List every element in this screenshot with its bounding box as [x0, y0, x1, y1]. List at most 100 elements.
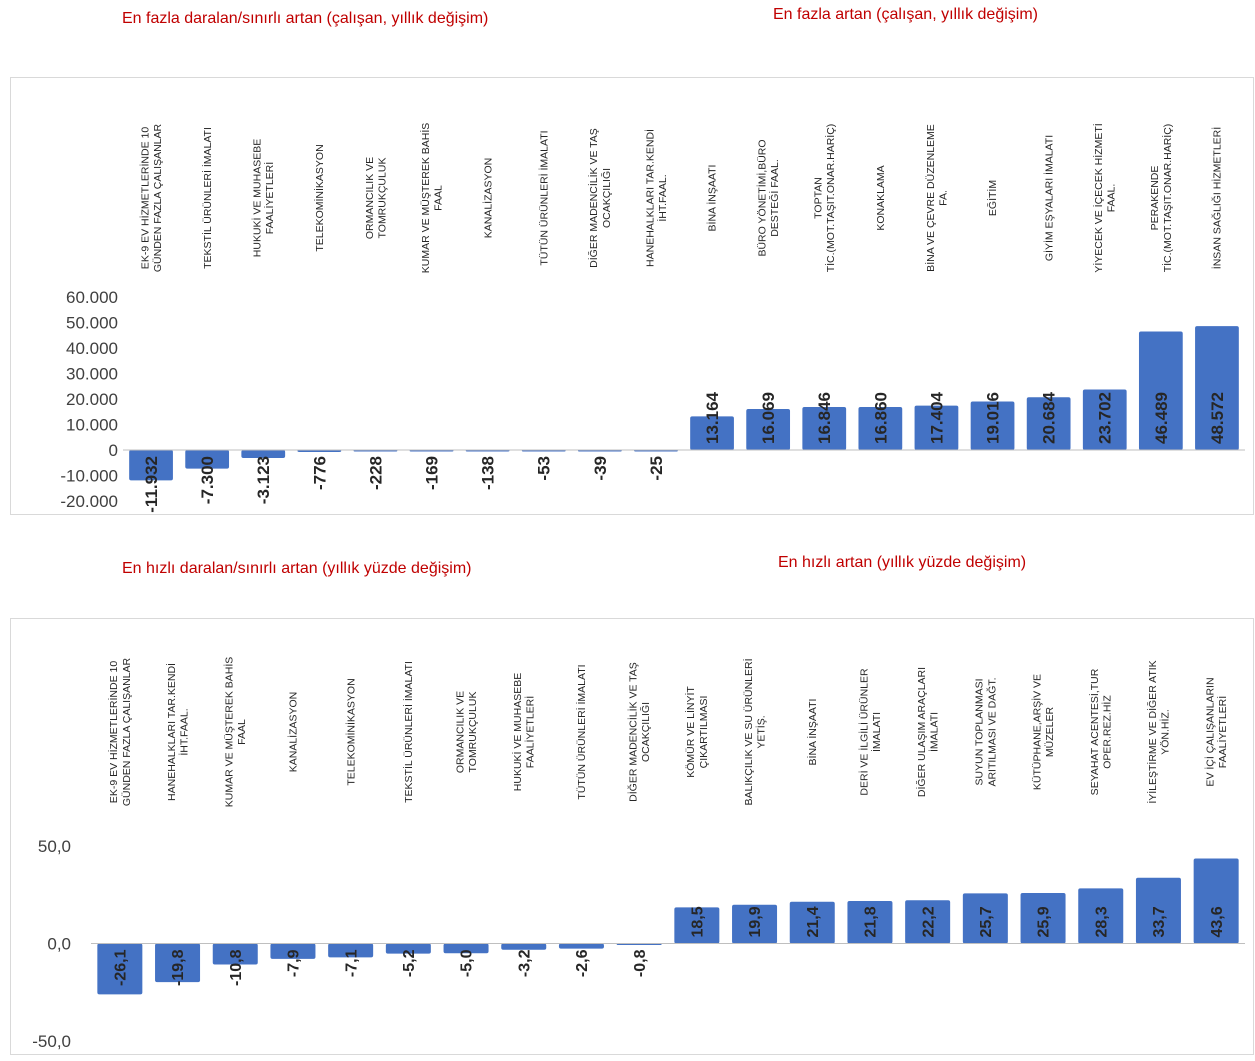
value-label: 46.489 [1152, 392, 1171, 444]
category-label-line: FAAL. [1106, 184, 1118, 213]
category-label-line: TELEKOMİNİKASYON [313, 144, 326, 251]
caption-bottom-right: En hızlı artan (yıllık yüzde değişim) [778, 554, 1027, 571]
bar [858, 407, 903, 450]
value-label: 22,2 [920, 906, 937, 937]
bar [1195, 326, 1239, 450]
category-label-line: EV İÇİ ÇALIŞANLARIN [1204, 677, 1217, 786]
value-label: -7,9 [286, 949, 303, 977]
bar [962, 893, 1008, 944]
category-label-line: FAALİYETLERİ [263, 162, 276, 234]
category-label-line: TOMRUKÇULUK [376, 158, 388, 239]
y-tick-label: 50.000 [66, 313, 118, 332]
category-label-line: KANALİZASYON [287, 692, 300, 773]
category-label-line: KUMAR VE MÜŞTEREK BAHİS [419, 123, 432, 274]
category-label-line: GİYİM EŞYALARI İMALATI [1042, 135, 1055, 261]
category-label-line: MÜZELER [1044, 707, 1056, 758]
category-label-line: İYİLEŞTİRME VE DİĞER ATIK [1146, 660, 1159, 803]
category-label-line: OPER.REZ.HİZ [1101, 695, 1114, 769]
bar [155, 943, 201, 983]
category-label-line: FAALİYETLERİ [1216, 696, 1229, 768]
bar [185, 450, 230, 469]
category-label-line: FAAL [236, 719, 248, 745]
caption-top-right: En fazla artan (çalışan, yıllık değişim) [773, 6, 1038, 23]
category-label-line: HUKUKİ VE MUHASEBE [511, 673, 524, 791]
chart-panel-employment: -20.000 -10.000 0 10.000 20.000 30.000 40.000 5… [10, 77, 1254, 515]
value-label: -776 [310, 456, 329, 490]
category-label-line: OCAKÇILIĞI [639, 702, 652, 762]
value-label: 28,3 [1093, 906, 1110, 937]
value-label: 21,8 [863, 906, 880, 937]
bar [1138, 331, 1183, 450]
value-label: -10,8 [228, 949, 245, 986]
bar [1020, 892, 1066, 944]
category-label-line: İNSAN SAĞLIĞI HİZMETLERİ [1211, 127, 1224, 269]
value-label: 16.069 [759, 392, 778, 444]
bar [690, 416, 734, 450]
category-label-line: ORMANCILIK VE [364, 157, 376, 239]
category-label-line: EK-9 EV HİZMETLERİNDE 10 [107, 661, 120, 804]
category-label-line: KÖMÜR VE LİNYİT [684, 686, 697, 778]
category-label-line: DERİ VE İLGİLİ ÜRÜNLER [857, 668, 870, 796]
category-label-line: TOMRUKÇULUK [467, 692, 479, 773]
category-label-line: SUYUN TOPLANMASI [974, 679, 986, 786]
category-label-line: BİNA İNŞAATI [706, 165, 719, 232]
category-label-line: SEYAHAT ACENTESİ,TUR [1088, 668, 1101, 795]
category-label-line: ÇIKARTILMASI [698, 696, 710, 769]
category-label-line: BÜRO YÖNETİMİ,BÜRO [756, 139, 769, 256]
bar [558, 943, 604, 949]
y-tick-label: 0 [109, 441, 118, 460]
category-label-line: BALIKÇILIK VE SU ÜRÜNLERİ [742, 658, 755, 805]
bar [1026, 397, 1071, 450]
value-label: 17.404 [927, 391, 946, 444]
bar [732, 904, 778, 944]
bar [97, 943, 143, 995]
value-label: 25,7 [978, 906, 995, 937]
category-label-line: BİNA İNŞAATI [806, 699, 819, 766]
value-label: -25 [647, 456, 666, 481]
category-label-line: HANEHALKLARI TAR.KENDİ [165, 663, 178, 801]
value-label: 21,4 [805, 906, 822, 937]
category-label-line: FAAL [433, 185, 445, 211]
category-label-line: ARITILMASI VE DAĞT. [985, 677, 998, 786]
bar [1078, 888, 1124, 944]
category-label-line: PERAKENDE [1149, 166, 1161, 231]
bar [385, 943, 431, 954]
bar [241, 450, 286, 458]
category-label-line: TÜTÜN ÜRÜNLERİ İMALATI [575, 664, 588, 799]
category-label-line: TEKSTİL ÜRÜNLERİ İMALATI [402, 661, 415, 803]
value-label: -7.300 [198, 456, 217, 504]
category-label-line: DİĞER MADENCİLİK VE TAŞ [627, 662, 640, 802]
value-label: 23.702 [1096, 392, 1115, 444]
bar [1082, 389, 1127, 450]
value-label: 43,6 [1209, 906, 1226, 937]
bar [1135, 877, 1181, 944]
employment-change-bar-chart: -20.000 -10.000 0 10.000 20.000 30.000 40.000 5… [60, 123, 1245, 513]
bar [270, 943, 316, 959]
category-label-line: YÖN.HİZ. [1158, 709, 1171, 755]
bar [802, 407, 847, 450]
category-label-line: FAALİYETLERİ [524, 696, 537, 768]
value-label: -11.932 [142, 456, 161, 513]
value-label: 33,7 [1151, 906, 1168, 937]
value-label: -3,2 [516, 949, 533, 977]
category-label-line: KANALİZASYON [481, 158, 494, 239]
caption-top-left: En fazla daralan/sınırlı artan (çalışan,… [122, 10, 489, 27]
bar [129, 450, 173, 481]
category-label-line: İHT.FAAL. [656, 174, 669, 221]
bar [1193, 858, 1239, 944]
y-tick-label: -20.000 [60, 492, 118, 511]
category-label-line: KUMAR VE MÜŞTEREK BAHİS [223, 657, 236, 808]
chart-panel-percent: -50,0 0,0 50,0 -26,1 -19,8 -10,8 -7,9 -7,1 -5,2 -… [10, 618, 1254, 1055]
value-label: -26,1 [112, 949, 129, 986]
category-label-line: ORMANCILIK VE [454, 691, 466, 773]
category-label-line: YETİŞ. [755, 715, 768, 748]
category-label-line: DESTEĞİ FAAL. [768, 159, 781, 237]
y-tick-label: 0,0 [47, 934, 71, 953]
y-tick-label: -50,0 [32, 1032, 71, 1051]
caption-bottom-left: En hızlı daralan/sınırlı artan (yıllık y… [122, 560, 472, 577]
category-label-line: EĞİTİM [986, 180, 999, 216]
category-label-line: İMALATI [928, 712, 941, 752]
category-label-line: YİYECEK VE İÇECEK HİZMETİ [1092, 123, 1105, 272]
category-label-line: TİC.(MOT.TAŞIT.ONAR.HARİÇ) [1161, 124, 1174, 273]
category-label-line: TOPTAN [813, 177, 825, 219]
